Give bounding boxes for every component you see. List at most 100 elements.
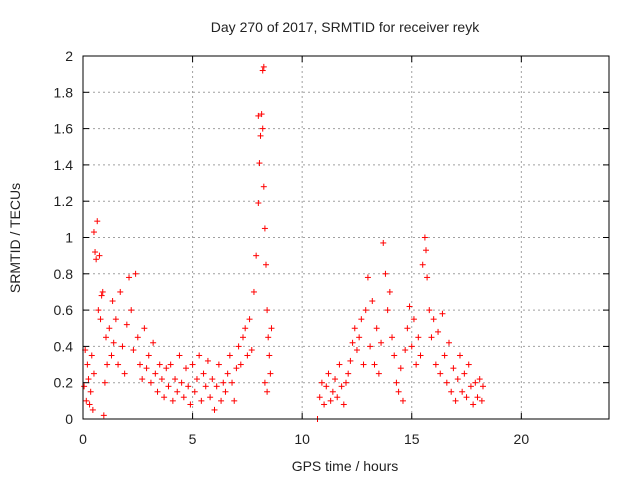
data-point bbox=[318, 379, 325, 386]
data-point bbox=[463, 394, 470, 401]
data-point bbox=[402, 347, 409, 354]
y-tick-label: 0 bbox=[65, 411, 73, 427]
data-point bbox=[90, 229, 97, 236]
data-point bbox=[193, 376, 200, 383]
data-point bbox=[222, 388, 229, 395]
data-point bbox=[268, 325, 275, 332]
grid-lines bbox=[83, 56, 609, 419]
data-point bbox=[260, 63, 267, 70]
data-point bbox=[362, 307, 369, 314]
data-point bbox=[395, 388, 402, 395]
data-point bbox=[235, 343, 242, 350]
data-point bbox=[422, 247, 429, 254]
data-point bbox=[97, 316, 104, 323]
data-point bbox=[189, 361, 196, 368]
data-point bbox=[123, 321, 130, 328]
data-point bbox=[421, 234, 428, 241]
data-point bbox=[356, 334, 363, 341]
data-point bbox=[191, 388, 198, 395]
data-point bbox=[130, 347, 137, 354]
data-point bbox=[90, 370, 97, 377]
data-point bbox=[343, 379, 349, 386]
data-point bbox=[371, 361, 378, 368]
data-point bbox=[259, 67, 266, 74]
data-point bbox=[156, 361, 163, 368]
data-point bbox=[264, 307, 271, 314]
data-point bbox=[178, 379, 185, 386]
data-point bbox=[459, 388, 466, 395]
data-point bbox=[218, 397, 225, 404]
y-tick-label: 1.8 bbox=[54, 84, 74, 100]
data-point bbox=[94, 218, 101, 225]
data-point bbox=[258, 111, 265, 118]
data-point bbox=[112, 316, 119, 323]
data-point bbox=[84, 361, 91, 368]
data-point bbox=[87, 388, 94, 395]
data-point bbox=[257, 132, 264, 139]
data-point bbox=[454, 376, 461, 383]
chart-title: Day 270 of 2017, SRMTID for receiver rey… bbox=[211, 19, 480, 35]
data-point bbox=[263, 261, 270, 268]
data-point bbox=[98, 292, 105, 299]
data-point bbox=[108, 352, 115, 359]
data-point bbox=[100, 412, 107, 419]
data-point bbox=[340, 401, 347, 408]
y-tick-label: 0.8 bbox=[54, 266, 74, 282]
data-point bbox=[233, 365, 240, 372]
data-point bbox=[415, 334, 422, 341]
data-point bbox=[152, 370, 159, 377]
data-point bbox=[83, 397, 90, 404]
data-point bbox=[128, 307, 135, 314]
data-point bbox=[472, 379, 479, 386]
data-point bbox=[428, 334, 435, 341]
data-point bbox=[158, 376, 165, 383]
data-point bbox=[183, 365, 190, 372]
data-point bbox=[378, 339, 385, 346]
data-point bbox=[200, 370, 207, 377]
data-point bbox=[347, 357, 354, 364]
data-point bbox=[424, 274, 431, 281]
data-point bbox=[187, 401, 194, 408]
data-point bbox=[430, 316, 437, 323]
data-point bbox=[248, 347, 255, 354]
data-point bbox=[465, 361, 472, 368]
data-point bbox=[126, 274, 133, 281]
data-point bbox=[259, 125, 266, 132]
data-point bbox=[204, 357, 211, 364]
data-point bbox=[246, 316, 253, 323]
data-point bbox=[95, 307, 102, 314]
data-point bbox=[369, 298, 376, 305]
data-point bbox=[478, 397, 485, 404]
data-point bbox=[167, 361, 174, 368]
data-point bbox=[244, 352, 251, 359]
data-point bbox=[327, 397, 334, 404]
y-tick-label: 1.2 bbox=[54, 193, 74, 209]
data-point bbox=[115, 361, 122, 368]
data-point bbox=[207, 394, 214, 401]
data-point bbox=[139, 376, 146, 383]
y-tick-label: 0.2 bbox=[54, 375, 74, 391]
data-point bbox=[358, 316, 365, 323]
data-point bbox=[435, 328, 442, 335]
data-point bbox=[334, 394, 341, 401]
x-axis-label: GPS time / hours bbox=[292, 458, 399, 474]
data-point bbox=[119, 343, 126, 350]
data-point bbox=[325, 370, 332, 377]
data-point bbox=[143, 365, 150, 372]
data-point bbox=[450, 365, 457, 372]
y-tick-label: 1 bbox=[65, 230, 73, 246]
data-point bbox=[441, 352, 448, 359]
data-point bbox=[391, 352, 398, 359]
y-tick-label: 2 bbox=[65, 48, 73, 64]
data-point bbox=[106, 325, 113, 332]
data-point bbox=[117, 288, 124, 295]
data-point bbox=[89, 406, 96, 413]
data-point bbox=[185, 383, 192, 390]
x-tick-label: 15 bbox=[404, 431, 420, 447]
data-point bbox=[260, 183, 267, 190]
data-point bbox=[256, 160, 263, 167]
data-point bbox=[393, 379, 400, 386]
data-point bbox=[253, 252, 260, 259]
data-point bbox=[364, 274, 371, 281]
